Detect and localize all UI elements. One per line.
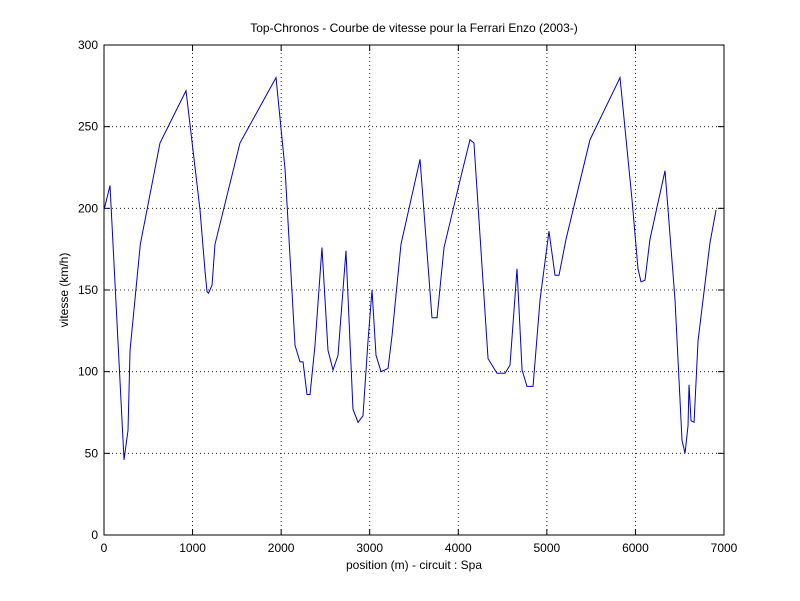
y-tick-label: 300	[78, 38, 98, 52]
chart-title: Top-Chronos - Courbe de vitesse pour la …	[250, 21, 577, 35]
x-tick-label: 0	[101, 541, 108, 555]
x-tick-label: 6000	[622, 541, 649, 555]
x-tick-label: 2000	[268, 541, 295, 555]
y-tick-label: 250	[78, 120, 98, 134]
y-tick-label: 0	[91, 528, 98, 542]
x-tick-label: 4000	[445, 541, 472, 555]
x-tick-label: 5000	[534, 541, 561, 555]
y-tick-label: 150	[78, 283, 98, 297]
y-tick-label: 100	[78, 365, 98, 379]
x-tick-label: 1000	[179, 541, 206, 555]
plot-frame	[103, 44, 725, 536]
speed-line	[103, 75, 717, 460]
y-tick-label: 50	[85, 446, 99, 460]
x-tick-label: 3000	[356, 541, 383, 555]
y-tick-label: 200	[78, 201, 98, 215]
y-axis-label: vitesse (km/h)	[57, 253, 71, 328]
x-tick-label: 7000	[711, 541, 738, 555]
x-axis-label: position (m) - circuit : Spa	[346, 558, 482, 572]
